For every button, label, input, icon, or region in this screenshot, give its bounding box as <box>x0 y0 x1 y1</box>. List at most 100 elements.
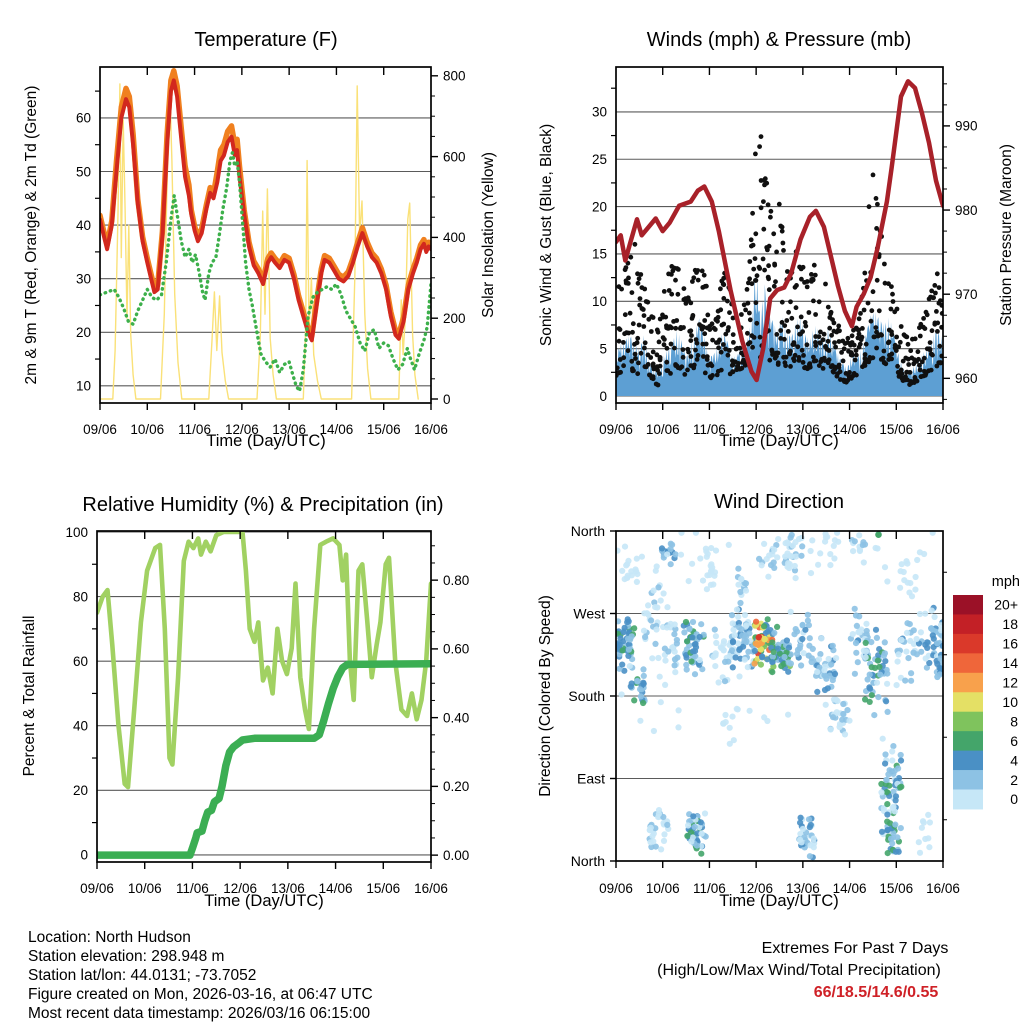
svg-text:6: 6 <box>1010 733 1018 749</box>
svg-text:40: 40 <box>73 719 88 734</box>
svg-text:80: 80 <box>73 589 88 604</box>
svg-text:10/06: 10/06 <box>128 881 162 896</box>
svg-text:West: West <box>573 606 605 622</box>
svg-text:0.20: 0.20 <box>443 779 469 794</box>
winds-x-axis-label: Time (Day/UTC) <box>719 432 839 450</box>
svg-text:North: North <box>571 853 605 869</box>
series-wind-gust <box>616 134 943 388</box>
svg-text:20: 20 <box>76 325 91 340</box>
station-location: Location: North Hudson <box>28 929 191 946</box>
svg-text:5: 5 <box>599 341 607 356</box>
series-solar-insolation <box>100 77 419 400</box>
svg-text:16: 16 <box>1002 636 1018 652</box>
svg-text:14: 14 <box>1002 655 1018 671</box>
svg-text:0.40: 0.40 <box>443 710 469 725</box>
svg-text:970: 970 <box>955 287 978 302</box>
speed-colorbar: 20+ 18 16 14 12 10 8 6 4 2 0 <box>953 595 1018 810</box>
svg-text:800: 800 <box>443 69 466 84</box>
svg-text:15/06: 15/06 <box>879 881 913 896</box>
svg-text:0.80: 0.80 <box>443 573 469 588</box>
svg-text:20+: 20+ <box>994 597 1018 613</box>
winds-frame: 09/06 10/06 11/06 12/06 13/06 14/06 15/06 16/06 <box>599 66 960 437</box>
rh-x-axis-label: Time (Day/UTC) <box>204 892 324 910</box>
svg-text:09/06: 09/06 <box>599 422 633 437</box>
svg-text:11/06: 11/06 <box>178 422 211 437</box>
extremes-title: Extremes For Past 7 Days <box>761 940 949 957</box>
series-2m-dewpoint-green <box>100 151 431 393</box>
wind-direction-scatter <box>616 531 943 861</box>
svg-text:60: 60 <box>76 111 91 126</box>
svg-text:East: East <box>577 771 605 787</box>
series-station-pressure <box>616 79 943 383</box>
svg-text:600: 600 <box>443 149 466 164</box>
svg-text:10: 10 <box>1002 694 1018 710</box>
colorbar-title: mph <box>991 574 1020 590</box>
humidity-series <box>97 531 431 859</box>
svg-text:18: 18 <box>1002 616 1018 632</box>
svg-text:12/06: 12/06 <box>223 881 257 896</box>
svg-text:16/06: 16/06 <box>414 881 448 896</box>
right-axis: 0.00 0.20 0.40 0.60 0.80 <box>431 545 469 863</box>
temperature-series <box>100 68 431 400</box>
svg-text:0: 0 <box>599 389 607 404</box>
svg-text:100: 100 <box>65 525 88 540</box>
svg-text:15/06: 15/06 <box>366 881 400 896</box>
svg-text:10/06: 10/06 <box>646 881 680 896</box>
winds-series <box>616 79 943 396</box>
svg-text:200: 200 <box>443 311 466 326</box>
right-axis: 0 200 400 600 800 <box>431 69 466 407</box>
svg-text:50: 50 <box>76 164 91 179</box>
svg-text:12/06: 12/06 <box>739 422 773 437</box>
svg-text:13/06: 13/06 <box>786 422 820 437</box>
svg-text:30: 30 <box>592 105 607 120</box>
svg-text:0: 0 <box>443 392 451 407</box>
rh-frame: 09/06 10/06 11/06 12/06 13/06 14/06 15/06 16/06 <box>80 530 448 896</box>
svg-text:30: 30 <box>76 271 91 286</box>
svg-text:25: 25 <box>592 152 607 167</box>
temp-frame: 09/06 10/06 11/06 12/06 13/06 14/06 15/06 16/06 <box>83 66 448 437</box>
svg-text:11/06: 11/06 <box>176 881 209 896</box>
svg-text:10: 10 <box>592 294 607 309</box>
station-elevation: Station elevation: 298.948 m <box>28 948 225 965</box>
svg-text:0.60: 0.60 <box>443 642 469 657</box>
svg-text:0: 0 <box>1010 791 1018 807</box>
svg-text:400: 400 <box>443 230 466 245</box>
extremes-values: 66/18.5/14.6/0.55 <box>813 984 939 1001</box>
svg-text:4: 4 <box>1010 752 1018 768</box>
svg-text:20: 20 <box>592 199 607 214</box>
svg-text:15/06: 15/06 <box>879 422 913 437</box>
svg-text:0.00: 0.00 <box>443 848 469 863</box>
svg-text:10/06: 10/06 <box>646 422 680 437</box>
svg-text:11/06: 11/06 <box>693 881 726 896</box>
wdir-frame: 09/06 10/06 11/06 12/06 13/06 14/06 15/06 16/06 <box>599 530 960 896</box>
svg-text:09/06: 09/06 <box>83 422 117 437</box>
svg-text:14/06: 14/06 <box>833 422 867 437</box>
svg-text:13/06: 13/06 <box>271 881 305 896</box>
svg-text:16/06: 16/06 <box>926 881 960 896</box>
svg-text:15/06: 15/06 <box>367 422 401 437</box>
left-axis: 0 20 40 60 80 100 <box>65 525 431 863</box>
series-relative-humidity <box>97 531 431 790</box>
chart-title-humidity-precip: Relative Humidity (%) & Precipitation (i… <box>82 494 444 516</box>
svg-text:980: 980 <box>955 203 978 218</box>
left-axis: 10 20 30 40 50 60 <box>76 90 431 394</box>
svg-text:10/06: 10/06 <box>130 422 164 437</box>
svg-text:16/06: 16/06 <box>926 422 960 437</box>
wdir-x-axis-label: Time (Day/UTC) <box>719 892 839 910</box>
svg-text:10: 10 <box>76 379 91 394</box>
chart-title-winds-pressure: Winds (mph) & Pressure (mb) <box>646 29 912 51</box>
svg-text:14/06: 14/06 <box>319 881 353 896</box>
svg-text:09/06: 09/06 <box>599 881 633 896</box>
recent-data-timestamp: Most recent data timestamp: 2026/03/16 0… <box>28 1005 371 1022</box>
svg-text:09/06: 09/06 <box>80 881 114 896</box>
svg-text:16/06: 16/06 <box>414 422 448 437</box>
svg-text:13/06: 13/06 <box>272 422 306 437</box>
svg-text:990: 990 <box>955 119 978 134</box>
chart-title-temperature: Temperature (F) <box>194 29 338 51</box>
extremes-subtitle: (High/Low/Max Wind/Total Precipitation) <box>657 962 941 979</box>
svg-text:12/06: 12/06 <box>225 422 259 437</box>
svg-text:14/06: 14/06 <box>833 881 867 896</box>
series-total-rainfall <box>97 659 431 859</box>
svg-text:North: North <box>571 523 605 539</box>
